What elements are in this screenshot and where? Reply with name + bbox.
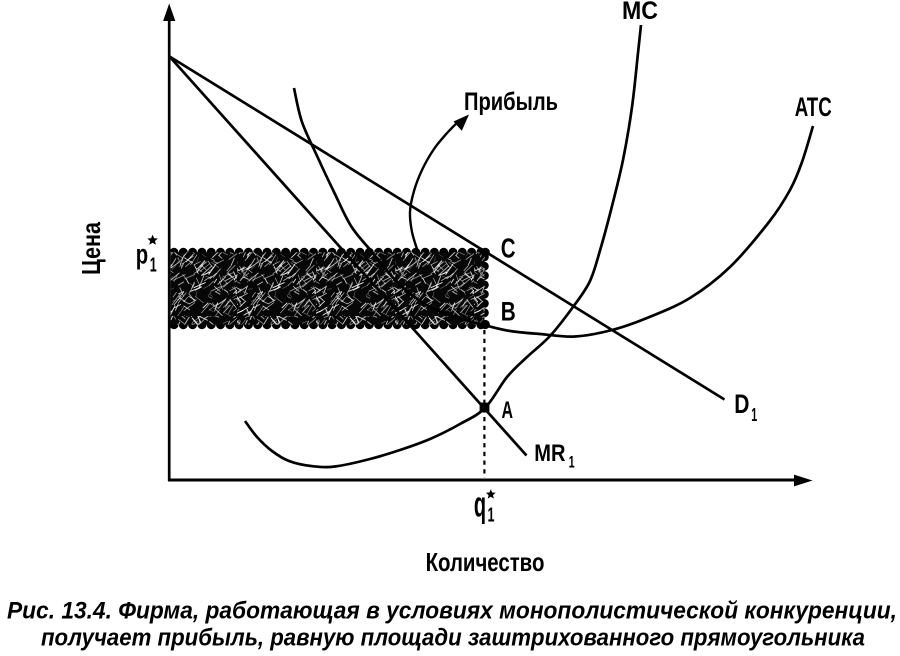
svg-text:q: q: [474, 484, 486, 525]
svg-text:1: 1: [150, 254, 157, 276]
svg-text:ATC: ATC: [795, 92, 832, 122]
svg-text:1: 1: [488, 505, 495, 527]
svg-text:Рис. 13.4. Фирма, работающая в: Рис. 13.4. Фирма, работающая в условиях …: [7, 597, 897, 624]
svg-text:1: 1: [751, 405, 757, 425]
svg-text:D: D: [734, 389, 749, 419]
svg-text:A: A: [502, 397, 514, 424]
svg-text:MR: MR: [534, 440, 565, 467]
svg-text:C: C: [501, 233, 516, 264]
svg-text:Количество: Количество: [426, 547, 545, 577]
svg-text:B: B: [501, 297, 516, 327]
svg-text:p: p: [136, 238, 148, 269]
svg-text:1: 1: [569, 453, 575, 472]
svg-text:Цена: Цена: [76, 222, 106, 275]
svg-text:MC: MC: [622, 0, 658, 25]
svg-text:Прибыль: Прибыль: [464, 88, 558, 116]
svg-text:получает прибыль, равную площа: получает прибыль, равную площади заштрих…: [41, 625, 865, 652]
